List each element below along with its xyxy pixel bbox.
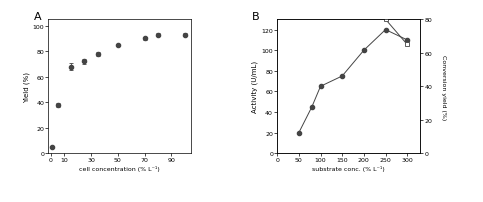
X-axis label: cell concentration (% L⁻¹): cell concentration (% L⁻¹)	[79, 165, 160, 171]
Y-axis label: Yield (%): Yield (%)	[23, 72, 30, 102]
Text: B: B	[252, 12, 259, 22]
Text: A: A	[34, 12, 42, 22]
Y-axis label: Conversion yield (%): Conversion yield (%)	[440, 54, 446, 119]
X-axis label: substrate conc. (% L⁻¹): substrate conc. (% L⁻¹)	[313, 165, 385, 171]
Y-axis label: Activity (U/mL): Activity (U/mL)	[252, 61, 258, 113]
